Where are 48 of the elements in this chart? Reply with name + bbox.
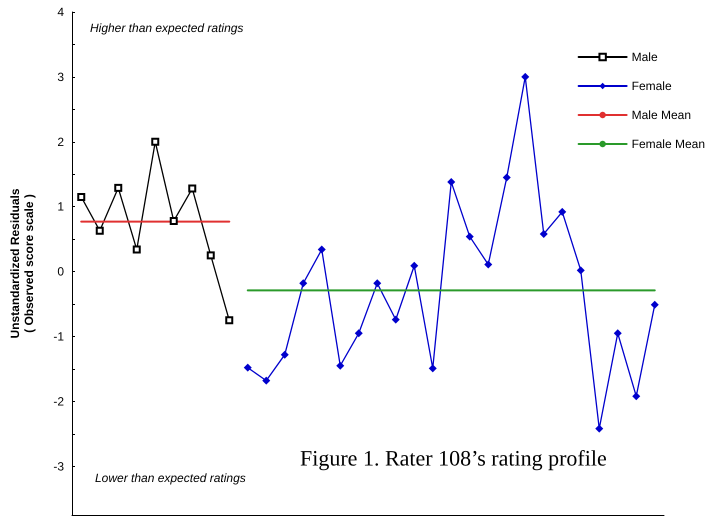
point — [650, 300, 659, 309]
legend-label: Male Mean — [632, 108, 692, 122]
point — [336, 362, 344, 370]
point — [299, 279, 308, 288]
point — [77, 192, 86, 201]
point — [410, 262, 418, 270]
point — [576, 266, 585, 274]
point — [170, 216, 178, 225]
point — [354, 329, 363, 338]
y-tick-label: -3 — [53, 459, 64, 474]
y-tick-label: 2 — [57, 134, 64, 149]
legend-label: Female Mean — [632, 137, 706, 151]
y-tick-label: 1 — [57, 200, 64, 214]
y-tick-label: 3 — [57, 70, 64, 84]
point — [373, 279, 382, 288]
annotation: Lower than expected ratings — [95, 471, 246, 485]
y-tick-label: 4 — [57, 5, 64, 19]
point — [558, 208, 566, 216]
point — [595, 424, 604, 433]
point — [466, 232, 474, 241]
point — [632, 392, 640, 400]
point — [484, 260, 492, 268]
point — [114, 184, 122, 192]
point — [521, 72, 530, 81]
point — [428, 364, 437, 372]
point — [540, 230, 548, 238]
y-tick-label: -1 — [53, 330, 64, 344]
point — [151, 138, 160, 146]
point — [614, 329, 622, 338]
point — [225, 316, 234, 324]
legend-label: Female — [632, 79, 672, 93]
y-tick-label: 0 — [57, 264, 64, 279]
legend-label: Male — [632, 50, 658, 64]
point — [262, 376, 270, 385]
point — [206, 251, 215, 260]
y-tick-label: -2 — [53, 394, 64, 408]
point — [132, 246, 141, 254]
point — [280, 350, 289, 359]
point — [244, 364, 252, 372]
point — [392, 316, 400, 324]
annotation: Higher than expected ratings — [90, 21, 244, 35]
y-axis-title: Unstandardized Residuals ( Observed score scale ) — [8, 188, 36, 339]
annotation: Figure 1. Rater 108’s rating profile — [300, 446, 607, 470]
point — [188, 184, 196, 193]
point — [447, 178, 456, 186]
point — [502, 174, 511, 182]
point — [318, 246, 326, 254]
point — [96, 226, 104, 235]
